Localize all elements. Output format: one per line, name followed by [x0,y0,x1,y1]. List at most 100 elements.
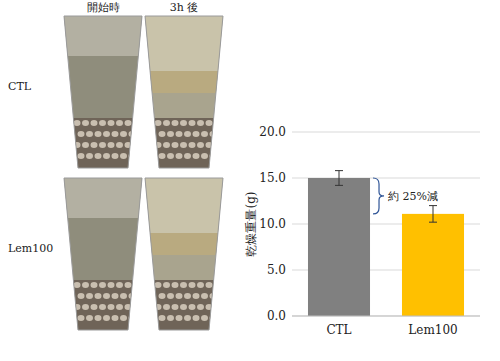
pebble [159,131,166,137]
pebble [180,282,187,288]
pebble [116,282,123,288]
pebble [176,153,183,159]
pebble [189,120,196,126]
pebble [201,153,208,159]
pebble [172,304,179,310]
pebble [120,293,127,299]
liquid [64,16,142,168]
pebble [86,153,93,159]
pebble [74,142,81,148]
bar-chart: 0.05.010.015.020.0乾燥重量(g)CTLLem100約 25%減 [244,125,480,337]
clear-layer [145,178,223,233]
pebble [180,304,187,310]
pebble [201,293,208,299]
pebble [99,142,106,148]
pebble [193,131,200,137]
pebble [159,293,166,299]
pebble [163,282,170,288]
pebble [78,315,85,321]
row-label: Lem100 [8,242,53,255]
pebble [159,315,166,321]
pebble [167,131,174,137]
pebble [180,142,187,148]
y-axis-title: 乾燥重量(g) [244,191,258,256]
pebble [108,142,115,148]
cup-photo [145,178,223,330]
pebble [86,293,93,299]
x-tick-label: CTL [326,323,351,337]
pebble [206,282,213,288]
cup-photo [64,178,142,330]
pebble [167,315,174,321]
pebble [91,282,98,288]
pebble [163,304,170,310]
pebble [120,131,127,137]
pebble [78,153,85,159]
y-tick-label: 20.0 [259,125,286,139]
pebble [184,293,191,299]
column-header: 開始時 [87,1,120,14]
pebble [159,153,166,159]
bar [308,178,370,316]
pebble [193,293,200,299]
pebble [129,293,136,299]
page: 開始時3h 後CTLLem1000.05.010.015.020.0乾燥重量(g… [0,0,500,361]
pebble [99,120,106,126]
grid-line [292,132,480,133]
pebble [108,304,115,310]
pebble [197,142,204,148]
pebble [163,142,170,148]
pebble [112,153,119,159]
liquid [145,178,223,330]
pebble [103,153,110,159]
pebble [176,315,183,321]
pebble [95,153,102,159]
pebble [120,315,127,321]
pebble [82,142,89,148]
pebble [155,304,162,310]
pebble [155,142,162,148]
pebble [189,282,196,288]
pebble [103,315,110,321]
pebble [189,142,196,148]
pebble [103,293,110,299]
pebble [197,304,204,310]
pebble [184,315,191,321]
x-axis-line [292,316,480,317]
pebble [95,293,102,299]
bar [402,214,464,316]
pebble [99,304,106,310]
y-tick-label: 0.0 [267,309,286,323]
pebble [201,131,208,137]
pebble [184,153,191,159]
pebble [86,315,93,321]
pebble [78,131,85,137]
pebble [180,120,187,126]
pebble [206,120,213,126]
pebble [112,131,119,137]
pebble [167,153,174,159]
pebble [86,131,93,137]
pebble [176,131,183,137]
bars [308,171,464,316]
brace [373,178,384,214]
y-tick-label: 5.0 [267,263,286,277]
pebble [112,315,119,321]
row-label: CTL [8,80,32,93]
pebble [95,315,102,321]
pebble [82,282,89,288]
pebble [125,282,132,288]
liquid [145,16,223,168]
cup-outline [145,16,223,168]
y-tick-label: 15.0 [259,171,286,185]
pebble [82,304,89,310]
pebble [172,282,179,288]
cup-outline [145,178,223,330]
pebble [112,293,119,299]
pebble [103,131,110,137]
figure: 開始時3h 後CTLLem1000.05.010.015.020.0乾燥重量(g… [0,0,500,361]
pebble [197,282,204,288]
pebble [172,120,179,126]
pebble [95,131,102,137]
x-tick-label: Lem100 [408,323,457,337]
